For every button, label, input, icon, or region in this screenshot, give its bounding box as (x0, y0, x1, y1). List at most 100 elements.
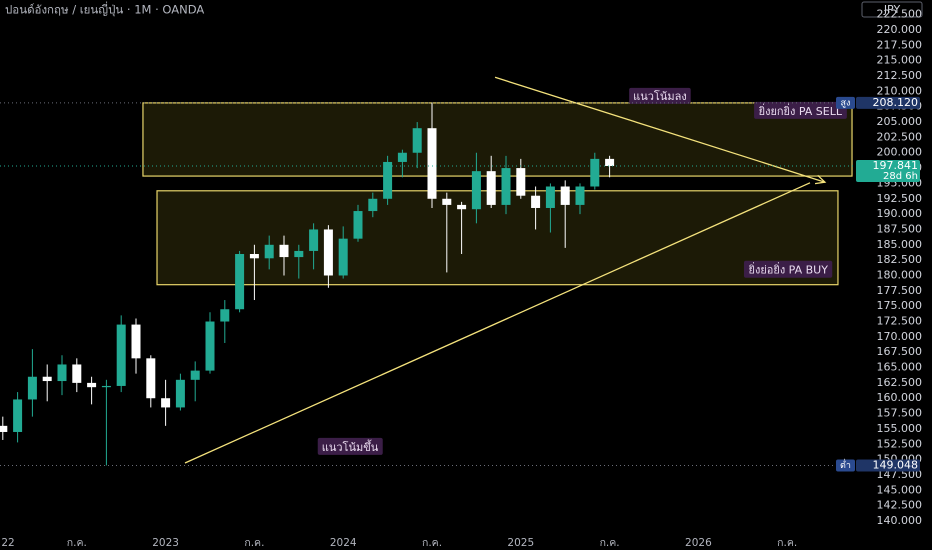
price-badge-label: 208.120 (873, 96, 919, 109)
y-tick-label: 167.500 (877, 345, 923, 358)
y-tick-label: 140.000 (877, 514, 923, 527)
x-tick-label: ก.ค. (600, 537, 620, 549)
candle-body (531, 195, 541, 208)
y-tick-label: 210.000 (877, 84, 923, 97)
y-tick-label: 222.500 (877, 8, 923, 21)
candle-body (57, 364, 67, 382)
y-tick-label: 200.000 (877, 146, 923, 159)
trend-label: แนวโน้มขึ้น (322, 439, 379, 454)
label-box (317, 437, 383, 455)
trend-line (494, 76, 826, 183)
price-zone (156, 190, 839, 286)
plot-area: ยิ่งยกยิ่ง PA SELL ยิ่งย่อยิ่ง PA BUY แนวโ… (0, 76, 855, 466)
y-tick-label: 220.000 (877, 23, 923, 36)
y-tick-label: 160.000 (877, 391, 923, 404)
candle-body (146, 358, 156, 399)
candle-body (101, 385, 111, 388)
candle-body (412, 128, 422, 153)
y-tick-label: 190.000 (877, 207, 923, 220)
candle-body (161, 398, 171, 408)
candle-body (442, 198, 452, 205)
candle-body (353, 211, 363, 239)
y-tick-label: 202.500 (877, 130, 923, 143)
label-box (754, 101, 847, 119)
y-tick-label: 162.500 (877, 376, 923, 389)
candle-body (427, 128, 437, 199)
y-tick-label: 192.500 (877, 192, 923, 205)
y-tick-label: 152.500 (877, 437, 923, 450)
y-tick-label: 180.000 (877, 268, 923, 281)
candle-body (575, 186, 585, 205)
price-tag-box (836, 459, 855, 472)
candle-body (590, 158, 600, 187)
y-tick-label: 170.000 (877, 330, 923, 343)
candle-body (13, 399, 23, 432)
candle-body (309, 229, 319, 251)
currency-box[interactable] (861, 1, 923, 18)
candle-body (279, 244, 289, 258)
candle-body (27, 376, 37, 400)
price-badge-label: 149.048 (873, 458, 919, 471)
y-tick-label: 182.500 (877, 253, 923, 266)
candle-body (220, 309, 230, 322)
y-tick-label: 215.000 (877, 54, 923, 67)
price-badge (856, 159, 920, 182)
price-badge (856, 459, 920, 472)
price-badge-label: 197.841 (873, 159, 919, 172)
price-tag-box (836, 96, 855, 109)
trend-line (184, 182, 811, 464)
y-tick-label: 155.000 (877, 422, 923, 435)
label-box (743, 260, 833, 278)
x-tick-label: ก.ค. (777, 537, 797, 549)
candle-body (471, 171, 481, 210)
candle-body (175, 379, 185, 408)
candle-body (545, 186, 555, 208)
candle-body (486, 171, 496, 205)
y-tick-label: 217.500 (877, 38, 923, 51)
candle-body (42, 376, 52, 382)
candle-body (560, 186, 570, 205)
x-tick-label: 2025 (507, 537, 534, 549)
candle-body (338, 238, 348, 276)
candle-body (457, 204, 467, 210)
x-tick-label: ก.ค. (244, 537, 264, 549)
candle-body (516, 168, 526, 196)
x-tick-label: 2024 (330, 537, 357, 549)
candle-body (235, 254, 245, 310)
price-badge (856, 96, 920, 109)
candle-body (264, 244, 274, 259)
price-tag: สูง (841, 98, 851, 108)
currency[interactable]: JPY (883, 3, 901, 16)
y-tick-label: 212.500 (877, 69, 923, 82)
x-tick-label: 2023 (152, 537, 179, 549)
candle-body (323, 229, 333, 276)
y-tick-label: 145.000 (877, 483, 923, 496)
chart-title: ปอนด์อังกฤษ / เยนญี่ปุ่น · 1M · OANDA (5, 2, 204, 17)
price-tag: ต่ำ (840, 458, 851, 471)
y-tick-label: 177.500 (877, 284, 923, 297)
candle-body (501, 168, 511, 205)
price-zone (142, 102, 853, 177)
trend-label: แนวโน้มลง (633, 89, 687, 103)
zone-label: ยิ่งยกยิ่ง PA SELL (758, 103, 843, 118)
y-tick-label: 205.000 (877, 115, 923, 128)
y-tick-label: 175.000 (877, 299, 923, 312)
y-tick-label: 157.500 (877, 407, 923, 420)
y-tick-label: 172.500 (877, 315, 923, 328)
candle-body (72, 364, 82, 383)
candle-body (87, 382, 97, 388)
candle-body (605, 158, 615, 166)
candle-body (205, 321, 215, 371)
trend-arrow (814, 174, 827, 185)
zone-label: ยิ่งย่อยิ่ง PA BUY (748, 262, 828, 277)
x-tick-label: ก.ค. (67, 537, 87, 549)
candle-body (0, 425, 8, 432)
candle-body (190, 370, 200, 380)
y-tick-label: 165.000 (877, 361, 923, 374)
candle-body (131, 324, 141, 359)
candle-body (383, 161, 393, 199)
price-countdown: 28d 6h (883, 171, 918, 182)
candle-body (294, 250, 304, 258)
y-tick-label: 187.500 (877, 222, 923, 235)
